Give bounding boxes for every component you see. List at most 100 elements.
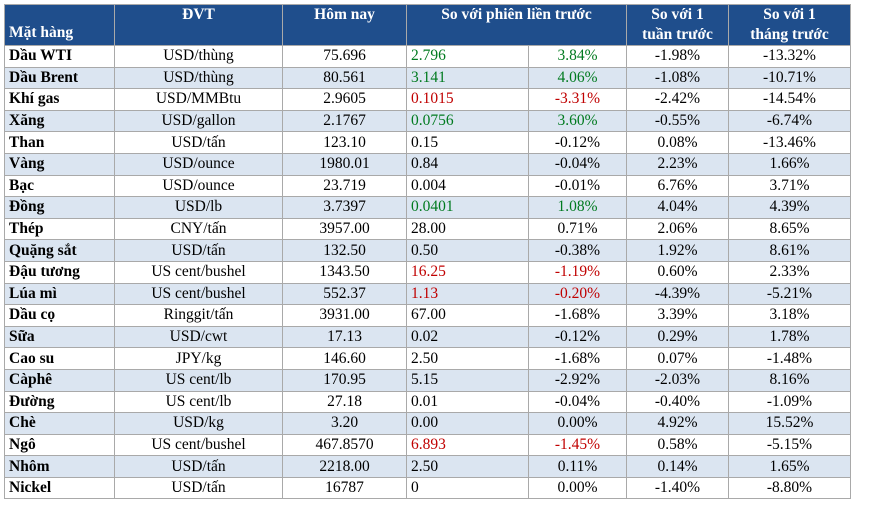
commodity-name-cell: Lúa mì xyxy=(4,282,115,306)
change-value-cell: 2.796 xyxy=(406,45,529,68)
header-today: Hôm nay xyxy=(282,4,407,46)
commodity-name-cell: Ngô xyxy=(4,433,115,457)
change-value-cell: 0.0756 xyxy=(406,109,529,133)
header-vs-month: So với 1 tháng trước xyxy=(728,4,851,46)
change-percent-cell: 0.11% xyxy=(528,455,627,478)
today-price-cell: 3.7397 xyxy=(282,196,407,219)
commodity-name-cell: Đậu tương xyxy=(4,260,115,284)
change-value-cell: 5.15 xyxy=(406,368,529,392)
vs-week-cell: -1.98% xyxy=(626,45,729,68)
table-row: Đậu tương US cent/bushel 1343.50 16.25 -1.19… xyxy=(4,260,851,284)
commodity-name-cell: Dầu Brent xyxy=(4,66,115,90)
change-percent-cell: 4.06% xyxy=(528,66,627,90)
today-price-cell: 3931.00 xyxy=(282,304,407,327)
vs-month-cell: -13.32% xyxy=(728,45,851,68)
header-vs-week: So với 1 tuần trước xyxy=(626,4,729,46)
today-price-cell: 27.18 xyxy=(282,390,407,414)
table-row: Xăng USD/gallon 2.1767 0.0756 3.60% -0.55% -6.… xyxy=(4,109,851,133)
vs-week-cell: -2.42% xyxy=(626,88,729,111)
commodity-name-cell: Càphê xyxy=(4,368,115,392)
vs-month-cell: 8.61% xyxy=(728,239,851,262)
commodity-name-cell: Đồng xyxy=(4,196,115,219)
vs-month-cell: -1.48% xyxy=(728,347,851,370)
commodity-name-cell: Chè xyxy=(4,412,115,435)
vs-week-cell: 6.76% xyxy=(626,174,729,198)
vs-week-cell: -2.03% xyxy=(626,368,729,392)
table-body: Dầu WTI USD/thùng 75.696 2.796 3.84% -1.98% -1… xyxy=(4,45,851,500)
unit-cell: CNY/tấn xyxy=(114,217,283,241)
change-value-cell: 0.00 xyxy=(406,412,529,435)
change-value-cell: 0.1015 xyxy=(406,88,529,111)
unit-cell: US cent/lb xyxy=(114,390,283,414)
unit-cell: USD/ounce xyxy=(114,152,283,176)
change-percent-cell: -1.68% xyxy=(528,304,627,327)
change-percent-cell: -0.12% xyxy=(528,131,627,154)
change-value-cell: 0.01 xyxy=(406,390,529,414)
unit-cell: USD/tấn xyxy=(114,239,283,262)
unit-cell: USD/gallon xyxy=(114,109,283,133)
commodity-name-cell: Nickel xyxy=(4,476,115,500)
header-row: Mặt hàng ĐVT Hôm nay So với phiên liền t… xyxy=(4,4,851,46)
vs-week-cell: -1.40% xyxy=(626,476,729,500)
today-price-cell: 1980.01 xyxy=(282,152,407,176)
change-percent-cell: -2.92% xyxy=(528,368,627,392)
commodity-name-cell: Than xyxy=(4,131,115,154)
change-value-cell: 3.141 xyxy=(406,66,529,90)
vs-month-cell: -13.46% xyxy=(728,131,851,154)
unit-cell: USD/lb xyxy=(114,196,283,219)
vs-month-cell: 1.78% xyxy=(728,325,851,349)
vs-month-cell: 15.52% xyxy=(728,412,851,435)
vs-week-cell: -4.39% xyxy=(626,282,729,306)
change-value-cell: 0.02 xyxy=(406,325,529,349)
vs-month-cell: 3.18% xyxy=(728,304,851,327)
vs-week-cell: 0.14% xyxy=(626,455,729,478)
table-row: Dầu Brent USD/thùng 80.561 3.141 4.06% -1.08%… xyxy=(4,66,851,90)
vs-month-cell: 3.71% xyxy=(728,174,851,198)
table-row: Dầu WTI USD/thùng 75.696 2.796 3.84% -1.98% -1… xyxy=(4,45,851,68)
vs-week-cell: -0.55% xyxy=(626,109,729,133)
header-vs-week-line2: tuần trước xyxy=(642,26,713,43)
today-price-cell: 132.50 xyxy=(282,239,407,262)
commodity-price-table: Mặt hàng ĐVT Hôm nay So với phiên liền t… xyxy=(4,4,851,500)
change-percent-cell: 3.84% xyxy=(528,45,627,68)
change-percent-cell: -0.04% xyxy=(528,152,627,176)
change-value-cell: 0.84 xyxy=(406,152,529,176)
table-row: Ngô US cent/bushel 467.8570 6.893 -1.45% 0.58… xyxy=(4,433,851,457)
change-percent-cell: 0.00% xyxy=(528,476,627,500)
change-value-cell: 0.50 xyxy=(406,239,529,262)
vs-week-cell: 1.92% xyxy=(626,239,729,262)
today-price-cell: 3.20 xyxy=(282,412,407,435)
change-percent-cell: 0.71% xyxy=(528,217,627,241)
vs-week-cell: 3.39% xyxy=(626,304,729,327)
change-value-cell: 0 xyxy=(406,476,529,500)
vs-month-cell: 1.65% xyxy=(728,455,851,478)
unit-cell: JPY/kg xyxy=(114,347,283,370)
change-value-cell: 1.13 xyxy=(406,282,529,306)
table-row: Cao su JPY/kg 146.60 2.50 -1.68% 0.07% -1.48% xyxy=(4,347,851,370)
vs-week-cell: 0.08% xyxy=(626,131,729,154)
vs-week-cell: 0.60% xyxy=(626,260,729,284)
table-row: Dầu cọ Ringgit/tấn 3931.00 67.00 -1.68% 3.39%… xyxy=(4,304,851,327)
change-percent-cell: 0.00% xyxy=(528,412,627,435)
change-percent-cell: -1.68% xyxy=(528,347,627,370)
header-vs-prev-session: So với phiên liền trước xyxy=(406,4,627,46)
vs-month-cell: -5.21% xyxy=(728,282,851,306)
vs-month-cell: -5.15% xyxy=(728,433,851,457)
vs-week-cell: 2.23% xyxy=(626,152,729,176)
unit-cell: USD/tấn xyxy=(114,455,283,478)
table-row: Chè USD/kg 3.20 0.00 0.00% 4.92% 15.52% xyxy=(4,412,851,435)
unit-cell: US cent/bushel xyxy=(114,282,283,306)
table-row: Than USD/tấn 123.10 0.15 -0.12% 0.08% -13.46% xyxy=(4,131,851,154)
change-percent-cell: -0.12% xyxy=(528,325,627,349)
change-value-cell: 6.893 xyxy=(406,433,529,457)
vs-week-cell: 4.04% xyxy=(626,196,729,219)
today-price-cell: 552.37 xyxy=(282,282,407,306)
today-price-cell: 1343.50 xyxy=(282,260,407,284)
commodity-name-cell: Dầu WTI xyxy=(4,45,115,68)
change-value-cell: 28.00 xyxy=(406,217,529,241)
table-row: Sữa USD/cwt 17.13 0.02 -0.12% 0.29% 1.78% xyxy=(4,325,851,349)
change-value-cell: 2.50 xyxy=(406,347,529,370)
unit-cell: USD/tấn xyxy=(114,476,283,500)
today-price-cell: 467.8570 xyxy=(282,433,407,457)
commodity-name-cell: Dầu cọ xyxy=(4,304,115,327)
